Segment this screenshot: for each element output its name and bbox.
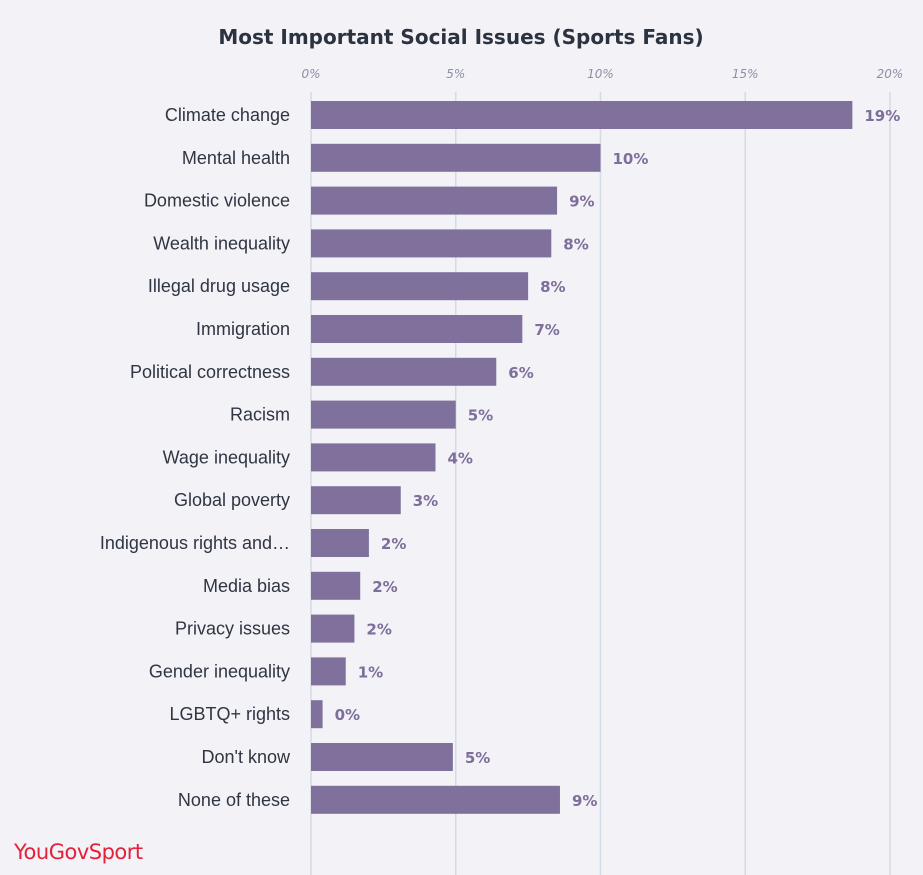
value-label: 9%	[569, 193, 594, 211]
value-label: 7%	[534, 321, 559, 339]
bar	[311, 486, 401, 515]
chart-title: Most Important Social Issues (Sports Fan…	[218, 25, 703, 49]
bar	[311, 614, 355, 643]
x-tick-label: 20%	[877, 67, 904, 81]
bar	[311, 443, 436, 472]
x-tick-label: 0%	[301, 67, 320, 81]
bar	[311, 785, 560, 814]
bar	[311, 700, 323, 729]
value-label: 9%	[572, 792, 597, 810]
value-label: 19%	[864, 107, 900, 125]
value-label: 6%	[508, 364, 533, 382]
category-label: Gender inequality	[149, 661, 290, 681]
value-label: 8%	[563, 235, 588, 253]
value-label: 0%	[335, 706, 360, 724]
bar	[311, 272, 529, 301]
category-label: Immigration	[196, 319, 290, 339]
x-tick-label: 5%	[446, 67, 465, 81]
category-label: None of these	[178, 790, 290, 810]
x-axis-ticks: 0% 5% 10% 15% 20%	[301, 67, 903, 81]
category-label: Wealth inequality	[153, 233, 290, 253]
value-label: 5%	[468, 407, 493, 425]
value-label: 2%	[381, 535, 406, 553]
category-label: LGBTQ+ rights	[169, 704, 290, 724]
bars	[311, 101, 853, 814]
category-label: Political correctness	[130, 362, 290, 382]
value-label: 5%	[465, 749, 490, 767]
category-label: Illegal drug usage	[148, 276, 290, 296]
bar	[311, 400, 456, 429]
bar	[311, 657, 346, 686]
category-label: Indigenous rights and…	[100, 533, 290, 553]
value-label: 4%	[447, 449, 472, 467]
category-label: Don't know	[202, 747, 291, 767]
category-label: Domestic violence	[144, 191, 290, 211]
category-label: Privacy issues	[175, 619, 290, 639]
value-label: 10%	[613, 150, 649, 168]
value-labels: 19% 10% 9% 8% 8% 7% 6% 5% 4% 3% 2% 2% 2% 1% 0% 5% 9%	[335, 107, 901, 810]
bar	[311, 101, 853, 129]
category-label: Mental health	[182, 148, 290, 168]
brand-name: YouGov	[14, 840, 89, 864]
x-tick-label: 10%	[587, 67, 614, 81]
bar	[311, 529, 369, 557]
category-label: Global poverty	[174, 490, 290, 510]
category-label: Racism	[230, 405, 290, 425]
bar	[311, 186, 558, 215]
value-label: 8%	[540, 278, 565, 296]
value-label: 3%	[413, 492, 438, 510]
bar	[311, 229, 552, 258]
bar	[311, 315, 523, 343]
x-tick-label: 15%	[732, 67, 759, 81]
yougov-sport-logo: YouGovSport	[14, 842, 143, 863]
value-label: 1%	[358, 663, 383, 681]
value-label: 2%	[366, 621, 391, 639]
bar	[311, 743, 453, 771]
category-labels: Climate change Mental health Domestic viol…	[100, 105, 291, 810]
bar	[311, 571, 361, 600]
category-label: Wage inequality	[163, 447, 290, 467]
bar	[311, 143, 601, 172]
category-label: Climate change	[165, 105, 290, 125]
brand-suffix: Sport	[88, 840, 143, 864]
category-label: Media bias	[203, 576, 290, 596]
value-label: 2%	[372, 578, 397, 596]
bar	[311, 357, 497, 386]
